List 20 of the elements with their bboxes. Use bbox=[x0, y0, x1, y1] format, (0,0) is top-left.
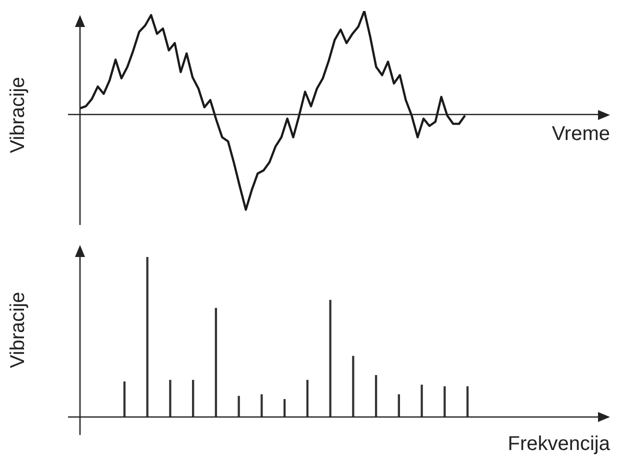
bar bbox=[146, 257, 148, 417]
bar bbox=[214, 308, 218, 417]
y-axis-title: Vibracije bbox=[7, 76, 29, 154]
bar bbox=[374, 375, 378, 417]
bar bbox=[398, 394, 400, 417]
bar bbox=[238, 396, 240, 417]
bar bbox=[260, 394, 263, 417]
bar bbox=[169, 380, 172, 417]
bar bbox=[329, 300, 332, 417]
bar bbox=[444, 386, 446, 417]
bar bbox=[420, 384, 423, 417]
bar bbox=[192, 380, 194, 417]
bar bbox=[283, 399, 286, 417]
bar bbox=[123, 381, 126, 417]
bar bbox=[306, 380, 309, 417]
bar bbox=[466, 386, 469, 417]
x-axis-title: Vreme bbox=[552, 123, 610, 145]
bar bbox=[352, 356, 354, 417]
x-axis-title: Frekvencija bbox=[508, 433, 611, 455]
y-axis-title: Vibracije bbox=[7, 292, 29, 368]
